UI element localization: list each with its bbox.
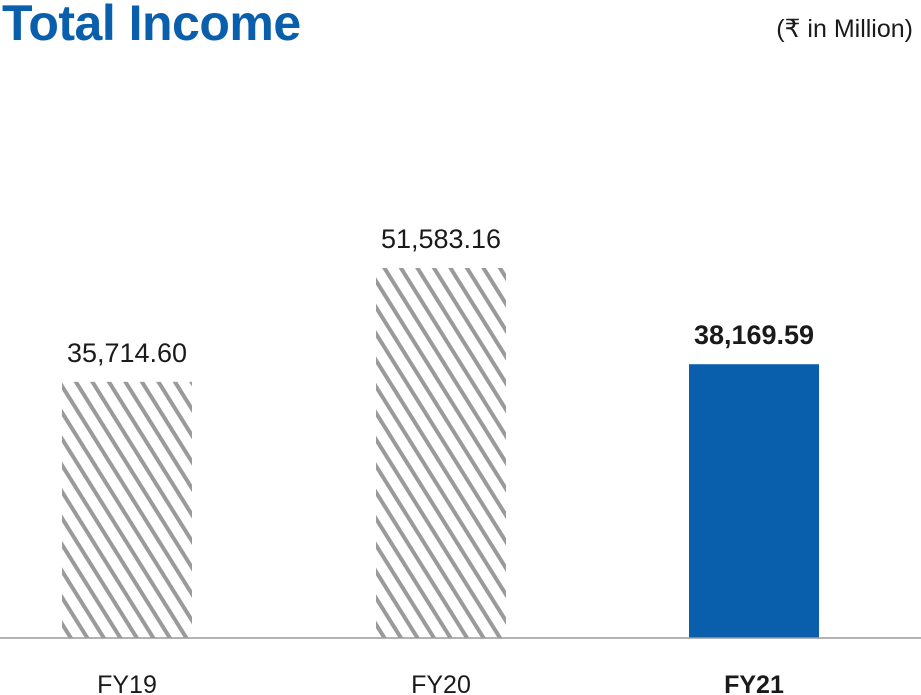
value-label-fy20: 51,583.16 — [381, 224, 501, 254]
unit-label: (₹ in Million) — [776, 15, 913, 43]
value-label-fy19: 35,714.60 — [67, 338, 187, 368]
bar-fy20 — [376, 268, 506, 638]
chart-title: Total Income — [2, 0, 301, 51]
bar-fy19 — [62, 381, 192, 638]
bar-fy21 — [689, 364, 819, 638]
category-label-fy19: FY19 — [97, 671, 157, 695]
category-label-fy21: FY21 — [724, 671, 784, 695]
category-label-fy20: FY20 — [411, 671, 471, 695]
value-label-fy21: 38,169.59 — [694, 320, 814, 350]
